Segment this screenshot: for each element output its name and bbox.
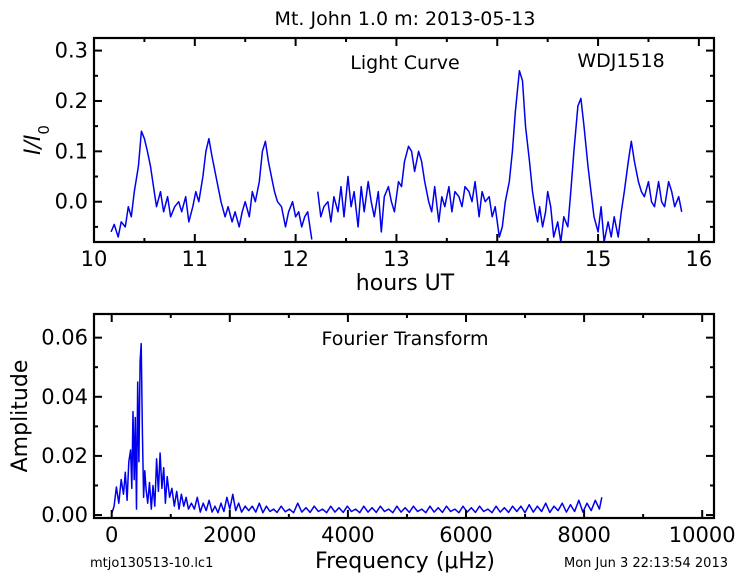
light-curve-xtick-label: 10 bbox=[81, 247, 108, 271]
footer-filename: mtjo130513-10.lc1 bbox=[90, 556, 213, 571]
fourier-ytick-label: 0.00 bbox=[41, 503, 88, 527]
light-curve-series bbox=[110, 69, 683, 242]
star-name-annotation: WDJ1518 bbox=[577, 50, 664, 72]
fourier-xtick-label: 10000 bbox=[669, 523, 736, 547]
fourier-ytick-label: 0.02 bbox=[41, 444, 88, 468]
light-curve-xtick-label: 13 bbox=[383, 247, 410, 271]
fourier-ylabel: Amplitude bbox=[8, 360, 33, 473]
fourier-title: Fourier Transform bbox=[321, 328, 488, 350]
light-curve-xtick-label: 15 bbox=[585, 247, 612, 271]
fourier-series bbox=[110, 342, 603, 514]
fourier-xtick-label: 0 bbox=[105, 523, 118, 547]
fourier-xtick-label: 8000 bbox=[557, 523, 610, 547]
light-curve-line-segment-0 bbox=[110, 130, 313, 240]
light-curve-ytick-label: 0.2 bbox=[55, 89, 88, 113]
fourier-ticks: 0 2000 4000 6000 8000 10000 0.00 0.02 0.04 0.06 bbox=[41, 314, 736, 547]
fourier-xtick-label: 6000 bbox=[439, 523, 492, 547]
footer-timestamp: Mon Jun 3 22:13:54 2013 bbox=[564, 556, 728, 571]
light-curve-panel: 10 11 12 13 14 15 16 0.0 0.1 0.2 0.3 Light Curve W… bbox=[21, 36, 716, 296]
fourier-xtick-label: 2000 bbox=[203, 523, 256, 547]
light-curve-ytick-label: 0.3 bbox=[55, 39, 88, 63]
light-curve-xtick-label: 11 bbox=[181, 247, 208, 271]
light-curve-ylabel: I/I0 bbox=[21, 125, 53, 155]
light-curve-title: Light Curve bbox=[350, 52, 460, 74]
fourier-frame bbox=[92, 312, 716, 520]
fourier-xtick-label: 4000 bbox=[321, 523, 374, 547]
figure-title: Mt. John 1.0 m: 2013-05-13 bbox=[275, 8, 536, 30]
light-curve-xtick-label: 12 bbox=[282, 247, 309, 271]
light-curve-xtick-label: 16 bbox=[686, 247, 713, 271]
light-curve-ticks: 10 11 12 13 14 15 16 0.0 0.1 0.2 0.3 bbox=[55, 38, 714, 271]
ylabel-i: I/I bbox=[21, 135, 46, 155]
light-curve-ytick-label: 0.0 bbox=[55, 190, 88, 214]
fourier-ytick-label: 0.06 bbox=[41, 326, 88, 350]
light-curve-xlabel: hours UT bbox=[356, 271, 455, 296]
light-curve-xtick-label: 14 bbox=[484, 247, 511, 271]
fourier-ytick-label: 0.04 bbox=[41, 385, 88, 409]
fourier-line-segment-0 bbox=[110, 342, 603, 514]
light-curve-line-segment-1 bbox=[317, 69, 683, 242]
fourier-panel: 0 2000 4000 6000 8000 10000 0.00 0.02 0.04 0.06 F… bbox=[8, 312, 736, 574]
light-curve-ytick-label: 0.1 bbox=[55, 139, 88, 163]
light-curve-frame bbox=[92, 36, 716, 244]
ylabel-subscript: 0 bbox=[35, 125, 53, 135]
fourier-xlabel: Frequency (μHz) bbox=[315, 549, 495, 574]
